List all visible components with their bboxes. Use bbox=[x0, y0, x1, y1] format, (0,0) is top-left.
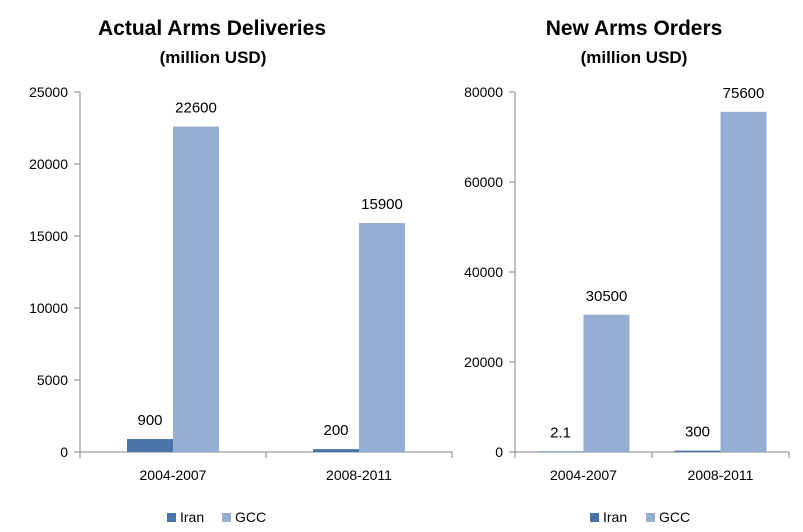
data-label-gcc: 30500 bbox=[586, 288, 628, 305]
legend-swatch-iran bbox=[167, 513, 176, 522]
y-tick-label: 60000 bbox=[464, 174, 503, 190]
chart-deliveries-subtitle: (million USD) bbox=[160, 48, 267, 67]
y-tick-label: 20000 bbox=[29, 156, 68, 172]
y-tick-label: 15000 bbox=[29, 228, 68, 244]
legend-label-gcc: GCC bbox=[659, 509, 690, 525]
chart-orders-title: New Arms Orders bbox=[546, 17, 723, 40]
data-label-gcc: 22600 bbox=[175, 100, 217, 117]
bar-iran-2004-2007 bbox=[537, 451, 584, 452]
legend-swatch-gcc bbox=[646, 513, 655, 522]
y-tick-label: 25000 bbox=[29, 84, 68, 100]
data-label-gcc: 15900 bbox=[361, 196, 403, 213]
bar-gcc-2008-2011 bbox=[359, 223, 405, 452]
bar-iran-2008-2011 bbox=[674, 450, 721, 452]
y-tick-label: 40000 bbox=[464, 264, 503, 280]
x-tick-label: 2004-2007 bbox=[550, 467, 617, 483]
chart-orders-legend: Iran GCC bbox=[590, 509, 690, 525]
y-tick-label: 10000 bbox=[29, 300, 68, 316]
legend-swatch-iran bbox=[590, 513, 599, 522]
legend-label-iran: Iran bbox=[180, 509, 204, 525]
chart-orders: New Arms Orders (million USD) 0 20000 4000… bbox=[464, 17, 790, 525]
chart-deliveries-legend: Iran GCC bbox=[167, 509, 266, 525]
legend-swatch-gcc bbox=[222, 513, 231, 522]
data-label-gcc: 75600 bbox=[723, 85, 765, 102]
y-tick-label: 20000 bbox=[464, 354, 503, 370]
x-tick-label: 2008-2011 bbox=[688, 467, 754, 483]
data-label-iran: 200 bbox=[323, 422, 348, 439]
chart-deliveries-title: Actual Arms Deliveries bbox=[98, 17, 326, 40]
y-tick-label: 0 bbox=[60, 444, 68, 460]
data-label-iran: 300 bbox=[685, 424, 710, 441]
bar-gcc-2004-2007 bbox=[173, 126, 219, 452]
bar-iran-2008-2011 bbox=[313, 449, 359, 452]
y-tick-label: 5000 bbox=[37, 372, 68, 388]
x-tick-label: 2008-2011 bbox=[326, 467, 392, 483]
bar-gcc-2008-2011 bbox=[720, 111, 767, 453]
bar-gcc-2004-2007 bbox=[583, 314, 630, 452]
legend-label-gcc: GCC bbox=[235, 509, 266, 525]
chart-orders-subtitle: (million USD) bbox=[581, 48, 688, 67]
bar-iran-2004-2007 bbox=[127, 439, 173, 452]
legend-label-iran: Iran bbox=[603, 509, 627, 525]
data-label-iran: 900 bbox=[137, 412, 162, 429]
y-tick-label: 0 bbox=[495, 444, 503, 460]
chart-deliveries: Actual Arms Deliveries (million USD) 0 50… bbox=[29, 17, 453, 525]
y-tick-label: 80000 bbox=[464, 84, 503, 100]
data-label-iran: 2.1 bbox=[550, 424, 571, 441]
x-tick-label: 2004-2007 bbox=[140, 467, 207, 483]
